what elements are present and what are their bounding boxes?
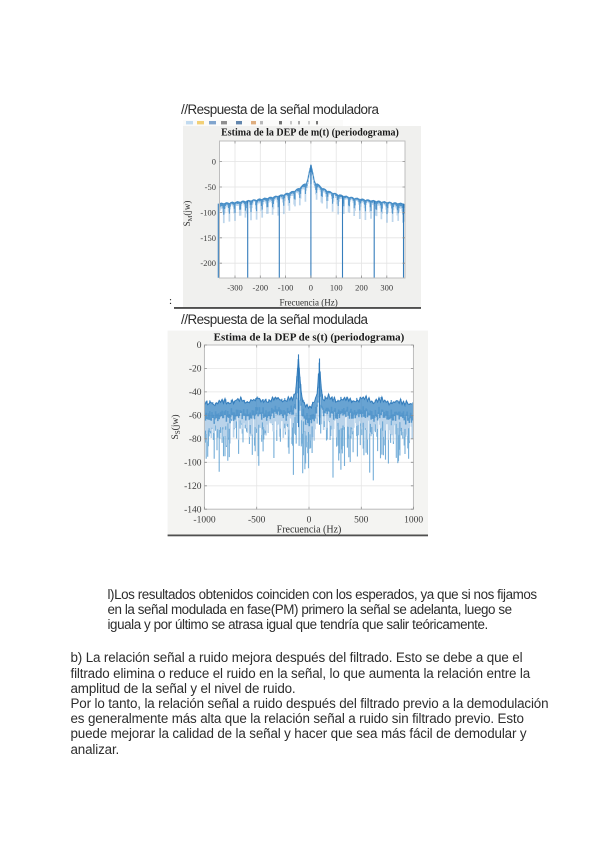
svg-text:-200: -200 xyxy=(200,258,216,268)
svg-text:-100: -100 xyxy=(200,207,216,217)
svg-text:Frecuencia (Hz): Frecuencia (Hz) xyxy=(277,525,342,536)
svg-text:0: 0 xyxy=(307,516,312,526)
svg-text:-1000: -1000 xyxy=(193,516,215,526)
svg-text:-150: -150 xyxy=(200,233,216,243)
svg-text:Estima de la DEP de m(t) (peri: Estima de la DEP de m(t) (periodograma) xyxy=(221,128,399,139)
svg-text:Frecuencia (Hz): Frecuencia (Hz) xyxy=(279,298,337,308)
svg-text:-100: -100 xyxy=(278,283,294,293)
svg-text:SS(jw): SS(jw) xyxy=(170,414,182,439)
svg-text:-120: -120 xyxy=(184,482,202,492)
svg-text:-60: -60 xyxy=(189,412,202,422)
svg-text:500: 500 xyxy=(354,516,369,526)
svg-text:0: 0 xyxy=(197,341,202,351)
svg-text:-100: -100 xyxy=(184,459,202,469)
svg-text:-500: -500 xyxy=(248,516,266,526)
svg-text:-300: -300 xyxy=(227,283,243,293)
svg-text:100: 100 xyxy=(330,283,343,293)
svg-text:300: 300 xyxy=(380,283,393,293)
svg-text:0: 0 xyxy=(212,157,216,167)
svg-text:200: 200 xyxy=(355,283,368,293)
svg-text:-140: -140 xyxy=(184,505,202,515)
svg-text:0: 0 xyxy=(309,283,313,293)
svg-text:-200: -200 xyxy=(253,283,269,293)
svg-text:-50: -50 xyxy=(205,182,216,192)
svg-text:-40: -40 xyxy=(189,388,202,398)
svg-text:-20: -20 xyxy=(189,365,202,375)
svg-text:1000: 1000 xyxy=(404,516,423,526)
svg-text:Estima de la DEP de s(t) (peri: Estima de la DEP de s(t) (periodograma) xyxy=(214,332,405,344)
svg-text:-80: -80 xyxy=(189,435,202,445)
